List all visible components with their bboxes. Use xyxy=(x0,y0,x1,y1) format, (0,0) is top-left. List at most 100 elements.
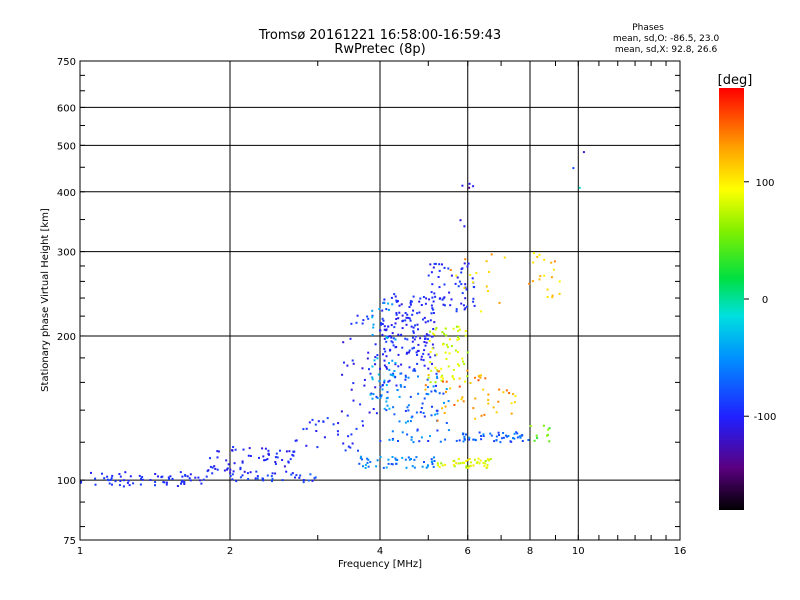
data-point xyxy=(391,456,394,458)
data-point xyxy=(217,450,220,453)
data-point xyxy=(488,270,490,273)
data-point xyxy=(441,407,443,410)
data-point xyxy=(110,477,113,480)
data-point xyxy=(536,436,539,439)
data-point xyxy=(287,460,290,463)
data-point xyxy=(381,323,384,325)
data-point xyxy=(423,316,426,319)
data-point xyxy=(463,225,466,228)
data-point xyxy=(209,457,211,460)
data-point xyxy=(367,317,370,320)
data-point xyxy=(274,472,277,475)
data-point xyxy=(413,346,415,349)
colorbar-tick-label: -100 xyxy=(754,412,777,423)
data-point xyxy=(149,479,152,481)
data-point xyxy=(404,421,407,424)
data-point xyxy=(361,367,364,370)
data-point xyxy=(372,326,375,329)
data-point xyxy=(422,296,425,298)
data-point xyxy=(450,274,453,277)
data-point xyxy=(490,253,493,256)
data-point xyxy=(444,405,447,408)
data-point xyxy=(468,458,471,460)
data-point xyxy=(395,312,398,315)
data-point xyxy=(507,435,510,437)
data-point xyxy=(482,435,485,437)
data-point xyxy=(441,374,444,377)
data-point xyxy=(453,404,456,406)
data-point xyxy=(410,458,412,460)
data-point xyxy=(482,388,485,391)
data-point xyxy=(268,453,270,456)
data-point xyxy=(462,400,465,403)
data-point xyxy=(548,427,551,430)
data-point xyxy=(355,321,358,324)
data-point xyxy=(368,411,371,414)
data-point xyxy=(463,262,466,265)
data-point xyxy=(397,365,400,368)
data-point xyxy=(458,377,461,380)
data-point xyxy=(433,333,436,336)
data-point xyxy=(429,356,432,359)
data-point xyxy=(419,411,422,414)
data-point xyxy=(436,429,439,432)
data-point xyxy=(416,362,419,365)
data-point xyxy=(367,465,370,468)
data-point xyxy=(469,382,472,384)
data-point xyxy=(413,458,416,461)
data-point xyxy=(387,325,390,328)
data-point xyxy=(347,435,350,438)
data-point xyxy=(387,458,390,461)
data-point xyxy=(372,323,375,326)
data-point xyxy=(407,420,409,423)
data-point xyxy=(482,433,485,436)
data-point xyxy=(449,269,452,271)
data-point xyxy=(395,345,398,348)
data-point xyxy=(546,434,548,437)
data-point xyxy=(270,475,273,478)
data-point xyxy=(385,400,388,403)
data-point xyxy=(350,433,353,436)
data-point xyxy=(410,436,413,439)
data-point xyxy=(383,337,386,340)
data-points xyxy=(79,151,585,488)
data-point xyxy=(398,395,401,398)
data-point xyxy=(394,338,397,341)
data-point xyxy=(371,316,374,319)
data-point xyxy=(375,412,378,415)
data-point xyxy=(459,462,462,465)
data-point xyxy=(239,476,242,479)
data-point xyxy=(216,456,219,459)
data-point xyxy=(395,318,398,320)
data-point xyxy=(108,482,111,485)
data-point xyxy=(362,424,364,427)
data-point xyxy=(431,362,433,365)
data-point xyxy=(416,350,419,352)
data-point xyxy=(432,308,435,311)
data-point xyxy=(393,326,396,329)
data-point xyxy=(262,479,265,482)
data-point xyxy=(450,298,453,301)
data-point xyxy=(464,286,467,289)
data-point xyxy=(422,412,425,414)
data-point xyxy=(436,377,439,379)
data-point xyxy=(535,434,538,437)
data-point xyxy=(430,414,433,417)
data-point xyxy=(388,379,391,382)
data-point xyxy=(392,337,395,340)
data-point xyxy=(351,442,354,445)
data-point xyxy=(371,376,374,379)
data-point xyxy=(423,349,426,352)
data-point xyxy=(401,456,404,459)
data-point xyxy=(183,483,186,485)
data-point xyxy=(271,480,273,483)
data-point xyxy=(423,335,426,338)
data-point xyxy=(467,458,470,461)
data-point xyxy=(226,467,229,470)
data-point xyxy=(383,364,386,367)
data-point xyxy=(498,301,501,304)
data-point xyxy=(403,386,406,388)
data-point xyxy=(378,308,381,310)
data-point xyxy=(465,305,468,308)
data-point xyxy=(383,381,386,384)
